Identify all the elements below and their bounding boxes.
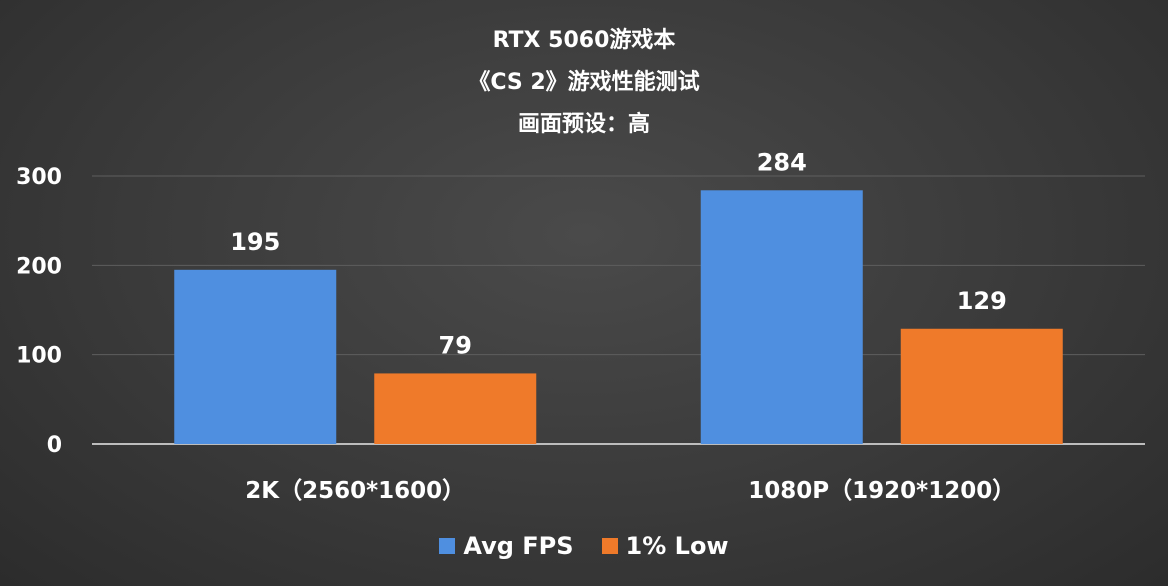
legend-label-1pct-low: 1% Low — [625, 532, 729, 560]
bar-1pct-low-0 — [374, 373, 537, 444]
x-tick-label-0: 2K（2560*1600） — [245, 477, 465, 504]
x-tick-label-1: 1080P（1920*1200） — [748, 477, 1015, 504]
data-label-avg-fps-1: 284 — [757, 148, 807, 176]
bar-1pct-low-1 — [900, 328, 1063, 444]
y-tick-label-100: 100 — [16, 344, 62, 369]
y-tick-label-300: 300 — [16, 165, 62, 190]
data-label-1pct-low-0: 79 — [439, 331, 472, 359]
chart-title-line-2: 《CS 2》游戏性能测试 — [468, 70, 700, 95]
data-label-1pct-low-1: 129 — [957, 287, 1007, 315]
y-tick-label-200: 200 — [16, 254, 62, 279]
legend-swatch-1pct-low — [601, 538, 618, 554]
chart-title-line-3: 画面预设：高 — [517, 112, 650, 137]
bar-avg-fps-0 — [174, 269, 337, 444]
chart-legend: Avg FPS 1% Low — [0, 532, 1168, 560]
bar-avg-fps-1 — [700, 190, 863, 444]
legend-item-1pct-low: 1% Low — [601, 532, 729, 560]
legend-swatch-avg-fps — [439, 538, 456, 554]
chart-title-line-1: RTX 5060游戏本 — [492, 28, 676, 53]
legend-label-avg-fps: Avg FPS — [463, 532, 574, 560]
data-label-avg-fps-0: 195 — [230, 228, 280, 256]
y-tick-label-0: 0 — [47, 433, 62, 458]
legend-item-avg-fps: Avg FPS — [439, 532, 574, 560]
